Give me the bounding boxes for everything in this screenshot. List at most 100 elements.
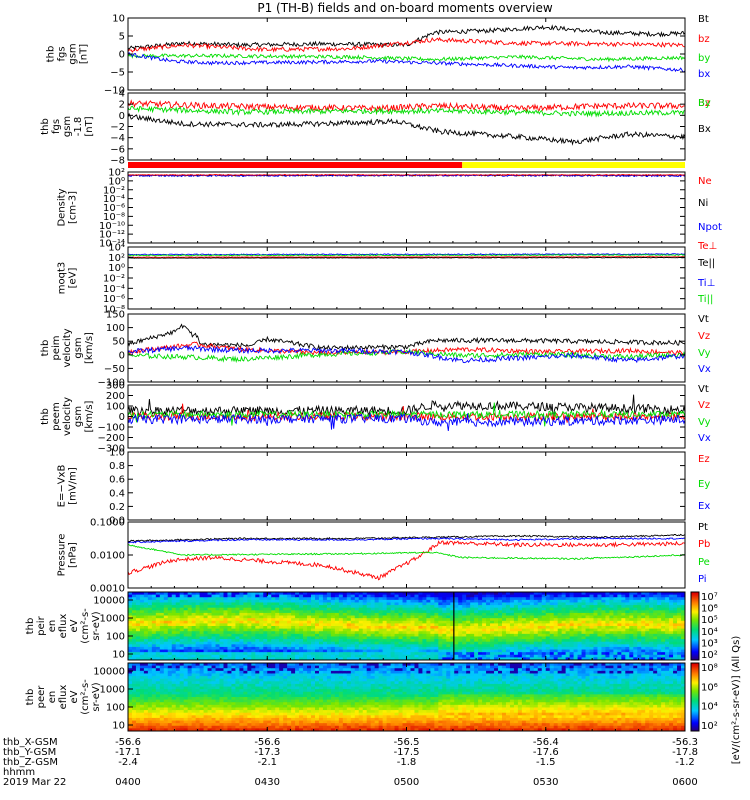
- spectrogram-cell: [450, 654, 455, 658]
- spectrogram-cell: [227, 720, 232, 724]
- spectrogram-cell: [549, 610, 555, 614]
- spectrogram-cell: [231, 712, 236, 716]
- spectrogram-cell: [466, 636, 471, 640]
- spectrogram-cell: [613, 654, 618, 658]
- spectrogram-cell: [561, 610, 567, 614]
- spectrogram-cell: [677, 657, 682, 661]
- spectrogram-cell: [541, 618, 547, 622]
- spectrogram-cell: [223, 689, 228, 693]
- spectrogram-cell: [426, 628, 431, 632]
- spectrogram-cell: [490, 644, 495, 648]
- colorbar-cell: [691, 650, 699, 653]
- spectrogram-cell: [410, 602, 415, 606]
- spectrogram-cell: [311, 597, 316, 601]
- spectrogram-cell: [450, 618, 455, 622]
- spectrogram-cell: [155, 720, 161, 724]
- spectrogram-cell: [605, 599, 610, 603]
- spectrogram-cell: [521, 639, 527, 643]
- spectrogram-cell: [318, 649, 324, 653]
- spectrogram-cell: [175, 702, 181, 706]
- spectrogram-cell: [501, 607, 507, 611]
- spectrogram-cell: [374, 636, 380, 640]
- spectrogram-cell: [311, 641, 316, 645]
- spectrogram-cell: [418, 607, 423, 611]
- colorbar-cell: [691, 630, 699, 633]
- spectrogram-cell: [223, 623, 228, 627]
- spectrogram-cell: [167, 673, 173, 677]
- spectrogram-cell: [251, 639, 256, 643]
- spectrogram-cell: [593, 594, 598, 598]
- spectrogram-cell: [609, 636, 614, 640]
- spectrogram-cell: [553, 610, 559, 614]
- spectrogram-cell: [243, 623, 248, 627]
- spectrogram-cell: [191, 720, 197, 724]
- spectrogram-cell: [215, 720, 220, 724]
- spectrogram-cell: [255, 605, 260, 609]
- spectrogram-cell: [609, 594, 614, 598]
- spectrogram-cell: [601, 618, 606, 622]
- spectrogram-cell: [529, 646, 535, 650]
- spectrogram-cell: [617, 644, 622, 648]
- spectrogram-cell: [430, 605, 435, 609]
- spectrogram-cell: [330, 631, 336, 635]
- spectrogram-cell: [625, 657, 630, 661]
- spectrogram-cell: [163, 626, 169, 630]
- spectrogram-cell: [557, 636, 563, 640]
- spectrogram-cell: [390, 618, 395, 622]
- spectrogram-cell: [255, 618, 260, 622]
- spectrogram-cell: [482, 628, 487, 632]
- spectrogram-cell: [203, 607, 208, 611]
- spectrogram-cell: [307, 649, 312, 653]
- spectrogram-cell: [231, 702, 236, 706]
- spectrogram-cell: [199, 620, 204, 624]
- spectrogram-cell: [247, 602, 252, 606]
- spectrogram-cell: [223, 681, 228, 685]
- spectrogram-cell: [597, 646, 602, 650]
- spectrogram-cell: [430, 620, 435, 624]
- spectrogram-cell: [450, 652, 455, 656]
- spectrogram-cell: [259, 597, 264, 601]
- series-Vy: [127, 402, 686, 427]
- spectrogram-cell: [549, 646, 555, 650]
- spectrogram-cell: [462, 605, 467, 609]
- spectrogram-cell: [195, 720, 201, 724]
- spectrogram-cell: [295, 657, 300, 661]
- spectrogram-cell: [498, 628, 503, 632]
- spectrogram-cell: [677, 618, 682, 622]
- spectrogram-cell: [498, 644, 503, 648]
- ylabel-line: thb: [40, 118, 51, 135]
- spectrogram-cell: [665, 646, 670, 650]
- spectrogram-cell: [494, 654, 499, 658]
- spectrogram-cell: [155, 631, 161, 635]
- spectrogram-cell: [235, 612, 240, 616]
- spectrogram-cell: [199, 657, 204, 661]
- spectrogram-cell: [653, 615, 658, 619]
- spectrogram-cell: [649, 594, 654, 598]
- spectrogram-cell: [322, 633, 328, 637]
- spectrogram-cell: [326, 641, 332, 645]
- spectrogram-cell: [179, 717, 185, 721]
- spectrogram-cell: [175, 649, 181, 653]
- spectrogram-cell: [231, 657, 236, 661]
- spectrogram-cell: [466, 597, 471, 601]
- spectrogram-cell: [394, 649, 399, 653]
- spectrogram-cell: [330, 644, 336, 648]
- spectrogram-cell: [422, 657, 427, 661]
- spectrogram-cell: [553, 649, 559, 653]
- spectrogram-cell: [505, 646, 511, 650]
- spectrogram-cell: [621, 649, 626, 653]
- spectrogram-cell: [334, 594, 340, 598]
- spectrogram-cell: [151, 723, 157, 727]
- spectrogram-cell: [171, 689, 177, 693]
- spectrogram-cell: [219, 670, 224, 674]
- spectrogram-cell: [549, 631, 555, 635]
- spectrogram-cell: [609, 599, 614, 603]
- spectrogram-cell: [259, 618, 264, 622]
- spectrogram-cell: [207, 686, 212, 690]
- spectrogram-cell: [231, 715, 236, 719]
- spectrogram-cell: [350, 610, 356, 614]
- spectrogram-cell: [175, 686, 181, 690]
- spectrogram-cell: [203, 710, 208, 714]
- spectrogram-cell: [569, 597, 574, 601]
- spectrogram-cell: [398, 636, 403, 640]
